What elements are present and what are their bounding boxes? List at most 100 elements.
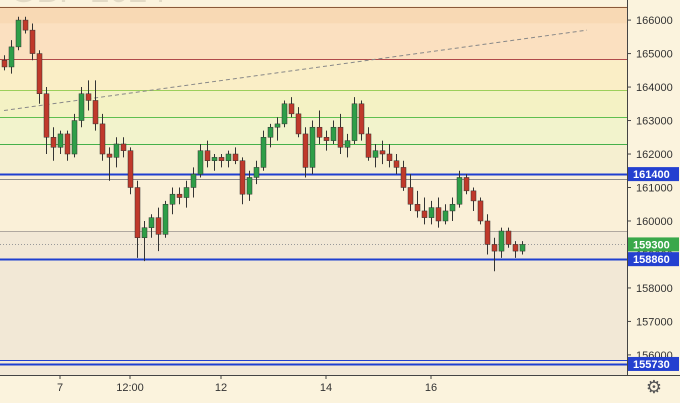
candle-body xyxy=(449,203,456,212)
gear-icon[interactable]: ⚙ xyxy=(645,377,663,398)
candle-body xyxy=(43,93,50,138)
candle-body xyxy=(225,153,232,161)
candle-body xyxy=(57,133,64,148)
candle-body xyxy=(232,153,239,161)
background-zone xyxy=(0,90,627,118)
candle-body xyxy=(386,153,393,161)
candle-body xyxy=(176,193,183,198)
x-tick-label: 14 xyxy=(320,382,332,394)
candle-body xyxy=(400,167,407,188)
candle-body xyxy=(85,93,92,101)
background-zone xyxy=(0,174,627,232)
y-tick-label: 165000 xyxy=(636,49,673,61)
candle-body xyxy=(435,207,442,222)
candle-body xyxy=(22,19,29,31)
candle-body xyxy=(344,140,351,148)
price-tag xyxy=(628,237,679,252)
candle-body xyxy=(260,137,267,168)
candle-body xyxy=(246,177,253,195)
trend-line xyxy=(3,29,588,111)
candle-body xyxy=(155,217,162,235)
candle-body xyxy=(337,126,344,148)
background-zone xyxy=(0,60,627,91)
y-tick-label: 158000 xyxy=(636,283,673,295)
candle-body xyxy=(372,150,379,158)
candle-body xyxy=(267,126,274,138)
candle-body xyxy=(477,200,484,222)
background-zone xyxy=(0,23,627,61)
candle-body xyxy=(183,187,190,198)
candle-body xyxy=(288,103,295,115)
price-tag-label: 159300 xyxy=(633,239,670,251)
watermark-text: GBP 2024 xyxy=(10,0,166,10)
candle-body xyxy=(253,167,260,178)
candle-body xyxy=(162,203,169,235)
candle-body xyxy=(295,113,302,135)
candle-body xyxy=(323,137,330,141)
candle-body xyxy=(302,133,309,168)
candle-body xyxy=(50,137,57,148)
candle-body xyxy=(127,150,134,188)
candle-body xyxy=(456,177,463,205)
x-tick-label: 12:00 xyxy=(116,382,144,394)
candle-body xyxy=(239,160,246,195)
candle-body xyxy=(470,190,477,202)
candle-body xyxy=(330,126,337,141)
candle-body xyxy=(505,230,512,245)
candle-body xyxy=(71,120,78,155)
candle-body xyxy=(106,153,113,158)
candle-body xyxy=(134,187,141,238)
price-tag-label: 161400 xyxy=(633,169,670,181)
candle-body xyxy=(365,133,372,158)
candle-body xyxy=(351,103,358,141)
candle-body xyxy=(428,207,435,218)
x-tick-label: 16 xyxy=(425,382,437,394)
candle-body xyxy=(442,210,449,222)
candle-body xyxy=(78,93,85,121)
y-tick-label: 164000 xyxy=(636,82,673,94)
candle-body xyxy=(190,173,197,188)
candle-body xyxy=(281,103,288,125)
price-tag xyxy=(628,252,679,267)
candle-body xyxy=(204,150,211,161)
candle-body xyxy=(393,160,400,168)
candle-body xyxy=(141,227,148,238)
candle-body xyxy=(421,210,428,218)
candle-body xyxy=(148,217,155,228)
candle-body xyxy=(498,230,505,252)
y-tick-label: 162000 xyxy=(636,149,673,161)
y-axis-panel xyxy=(628,0,680,375)
candle-body xyxy=(169,193,176,205)
candle-body xyxy=(36,53,43,94)
candle-body xyxy=(29,29,36,54)
candle-body xyxy=(309,126,316,168)
candle-body xyxy=(218,157,225,161)
candle-body xyxy=(211,157,218,161)
price-tag xyxy=(628,167,679,182)
candle-body xyxy=(120,143,127,151)
y-tick-label: 163000 xyxy=(636,116,673,128)
candle-body xyxy=(1,60,8,68)
candle-body xyxy=(197,150,204,175)
candle-body xyxy=(274,123,281,128)
candle-body xyxy=(15,19,22,48)
price-tag-label: 155730 xyxy=(633,359,670,371)
background-zone xyxy=(0,6,627,24)
candle-body xyxy=(92,100,99,125)
y-tick-label: 166000 xyxy=(636,15,673,27)
candle-body xyxy=(463,177,470,192)
candle-body xyxy=(407,187,414,205)
candle-body xyxy=(414,203,421,212)
x-axis-panel xyxy=(0,376,680,403)
candle-body xyxy=(64,133,71,155)
candle-body xyxy=(113,143,120,158)
candle-body xyxy=(512,244,519,252)
candle-body xyxy=(358,103,365,135)
candle-body xyxy=(484,220,491,245)
x-tick-label: 12 xyxy=(215,382,227,394)
y-tick-label: 157000 xyxy=(636,316,673,328)
candle-body xyxy=(519,244,526,252)
candle-body xyxy=(316,126,323,138)
price-tag-label: 158860 xyxy=(633,254,670,266)
